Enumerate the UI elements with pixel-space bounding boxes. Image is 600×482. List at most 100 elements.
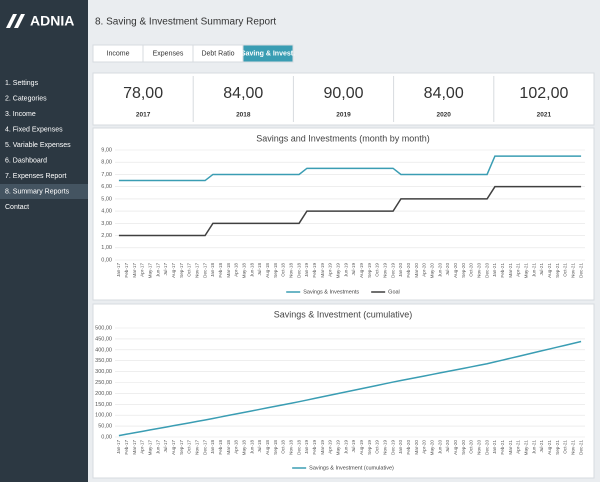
x-tick-label: Oct-19 xyxy=(375,263,380,277)
page-title: 8. Saving & Investment Summary Report xyxy=(95,17,276,28)
x-tick-label: May-20 xyxy=(429,440,434,456)
y-tick-label: 300,00 xyxy=(95,369,112,375)
y-tick-label: 500,00 xyxy=(95,325,112,331)
x-tick-label: Jun-17 xyxy=(155,263,160,277)
x-tick-label: Jan-17 xyxy=(116,440,121,454)
x-tick-label: May-18 xyxy=(241,263,246,279)
x-tick-label: Mar-17 xyxy=(132,440,137,455)
x-tick-label: Jul-20 xyxy=(445,440,450,453)
menu-item[interactable]: 7. Expenses Report xyxy=(5,173,67,180)
x-tick-label: Jan-19 xyxy=(304,263,309,277)
x-tick-label: Feb-20 xyxy=(406,440,411,455)
y-tick-label: 0,00 xyxy=(101,434,112,440)
x-tick-label: Mar-21 xyxy=(508,263,513,278)
tab[interactable] xyxy=(242,44,294,63)
x-tick-label: Jan-18 xyxy=(210,440,215,454)
x-tick-label: Aug-17 xyxy=(171,263,176,278)
x-tick-label: Jul-19 xyxy=(351,263,356,276)
x-tick-label: Feb-19 xyxy=(312,440,317,455)
x-tick-label: Feb-19 xyxy=(312,263,317,278)
tab-label[interactable]: Debt Ratio xyxy=(201,50,234,57)
x-tick-label: Jan-19 xyxy=(304,440,309,454)
menu-item[interactable]: 2. Categories xyxy=(5,95,47,102)
series-line xyxy=(118,185,582,237)
x-tick-label: Sep-21 xyxy=(555,440,560,455)
y-tick-label: 3,00 xyxy=(101,221,112,227)
x-tick-label: Oct-20 xyxy=(469,263,474,277)
x-tick-label: Mar-20 xyxy=(414,440,419,455)
x-tick-label: Jan-21 xyxy=(492,263,497,277)
chart-card xyxy=(92,303,595,479)
kpi-value: 90,00 xyxy=(323,85,363,102)
x-tick-label: Jun-21 xyxy=(531,263,536,277)
x-tick-label: Feb-21 xyxy=(500,440,505,455)
x-tick-label: Dec-17 xyxy=(202,263,207,278)
menu-item[interactable]: 6. Dashboard xyxy=(5,157,47,164)
x-tick-label: Aug-20 xyxy=(453,440,458,455)
y-tick-label: 150,00 xyxy=(95,402,112,408)
x-tick-label: Jul-21 xyxy=(539,263,544,276)
tab-label[interactable]: Expenses xyxy=(153,50,184,57)
x-tick-label: Sep-18 xyxy=(273,440,278,455)
x-tick-label: Aug-19 xyxy=(359,263,364,278)
x-tick-label: May-17 xyxy=(147,440,152,456)
menu-item[interactable]: 1. Settings xyxy=(5,80,39,87)
y-tick-label: 200,00 xyxy=(95,391,112,397)
legend-label: Goal xyxy=(388,289,400,295)
x-tick-label: May-19 xyxy=(335,440,340,456)
x-tick-label: Jul-20 xyxy=(445,263,450,276)
x-tick-label: May-17 xyxy=(147,263,152,279)
menu-item[interactable]: Contact xyxy=(5,204,29,211)
x-tick-label: Jan-17 xyxy=(116,263,121,277)
y-tick-label: 7,00 xyxy=(101,172,112,178)
x-tick-label: Apr-21 xyxy=(516,440,521,454)
x-tick-label: Sep-20 xyxy=(461,263,466,278)
x-tick-label: Apr-18 xyxy=(234,440,239,454)
tab-label[interactable]: Saving & Invest. xyxy=(241,50,295,57)
x-tick-label: Apr-19 xyxy=(328,440,333,454)
y-tick-label: 100,00 xyxy=(95,413,112,419)
x-tick-label: Dec-21 xyxy=(578,440,583,455)
y-tick-label: 4,00 xyxy=(101,209,112,215)
x-tick-label: May-19 xyxy=(335,263,340,279)
menu-item[interactable]: 3. Income xyxy=(5,111,36,118)
x-tick-label: Sep-18 xyxy=(273,263,278,278)
y-tick-label: 400,00 xyxy=(95,347,112,353)
x-tick-label: Apr-17 xyxy=(140,263,145,277)
kpi-year: 2020 xyxy=(436,112,451,119)
x-tick-label: Jan-18 xyxy=(210,263,215,277)
y-tick-label: 2,00 xyxy=(101,233,112,239)
menu-item[interactable]: 4. Fixed Expenses xyxy=(5,126,63,133)
y-tick-label: 450,00 xyxy=(95,336,112,342)
x-tick-label: Apr-20 xyxy=(422,263,427,277)
x-tick-label: Jun-17 xyxy=(155,440,160,454)
x-tick-label: Mar-18 xyxy=(226,263,231,278)
tab-label[interactable]: Income xyxy=(107,50,130,57)
x-tick-label: Feb-17 xyxy=(124,440,129,455)
legend-label: Savings & Investments xyxy=(303,289,359,295)
kpi-year: 2017 xyxy=(136,112,151,119)
x-tick-label: Sep-19 xyxy=(367,263,372,278)
y-tick-label: 50,00 xyxy=(98,424,112,430)
x-tick-label: Nov-19 xyxy=(382,440,387,455)
menu-item[interactable]: 8. Summary Reports xyxy=(5,188,70,195)
series-line xyxy=(118,340,582,437)
x-tick-label: Dec-20 xyxy=(484,440,489,455)
x-tick-label: Jul-17 xyxy=(163,440,168,453)
menu-item[interactable]: 5. Variable Expenses xyxy=(5,142,71,149)
x-tick-label: Jul-17 xyxy=(163,263,168,276)
x-tick-label: Oct-18 xyxy=(281,440,286,454)
x-tick-label: Oct-17 xyxy=(187,263,192,277)
x-tick-label: Oct-20 xyxy=(469,440,474,454)
x-tick-label: Aug-18 xyxy=(265,263,270,278)
x-tick-label: Jun-18 xyxy=(249,263,254,277)
x-tick-label: Feb-18 xyxy=(218,263,223,278)
x-tick-label: Oct-19 xyxy=(375,440,380,454)
x-tick-label: Nov-21 xyxy=(570,263,575,278)
x-tick-label: Mar-19 xyxy=(320,440,325,455)
x-tick-label: Nov-17 xyxy=(194,440,199,455)
x-tick-label: Aug-19 xyxy=(359,440,364,455)
x-tick-label: Dec-21 xyxy=(578,263,583,278)
x-tick-label: Feb-21 xyxy=(500,263,505,278)
